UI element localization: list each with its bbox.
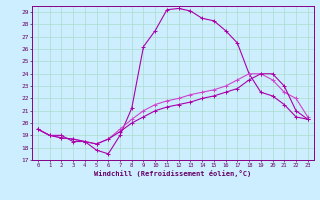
- X-axis label: Windchill (Refroidissement éolien,°C): Windchill (Refroidissement éolien,°C): [94, 170, 252, 177]
